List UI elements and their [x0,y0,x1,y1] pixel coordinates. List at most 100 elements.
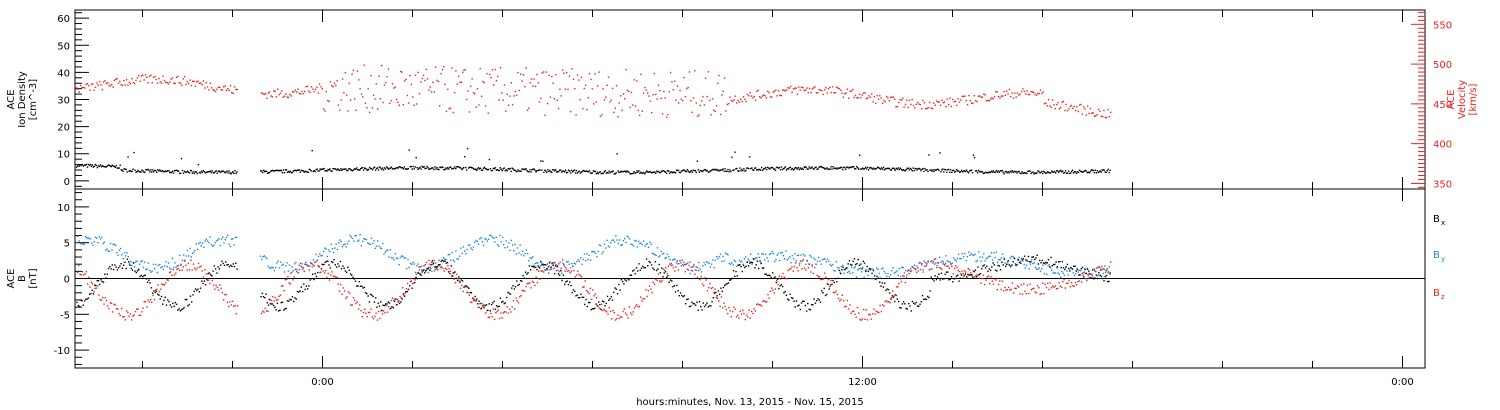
density-point [568,170,571,172]
density-point [554,170,556,172]
bz-point [1028,292,1030,295]
density-point [634,172,636,174]
bx-point [987,270,989,273]
velocity-point [582,107,584,110]
bx-point [1032,256,1035,258]
by-point [188,255,190,257]
velocity-point [734,95,737,97]
velocity-point [1018,94,1020,96]
density-point [188,172,191,174]
bx-point [783,292,785,294]
density-point [846,166,848,168]
density-point [399,166,401,168]
by-point [451,251,453,254]
bz-point [440,266,443,268]
bz-point [345,297,347,299]
bx-point [216,272,218,274]
density-point [1059,170,1061,172]
density-point [146,169,148,171]
density-point [808,166,810,168]
bx-point [184,298,187,301]
by-point [605,247,607,249]
density-point [606,171,608,174]
by-point [194,249,196,252]
bx-point [650,264,653,266]
velocity-point [641,110,643,112]
bx-point [192,294,194,296]
bz-point [767,293,769,296]
by-point [102,242,104,245]
bz-point [500,312,502,314]
bx-point [293,300,295,303]
bx-point [340,268,343,270]
bx-point [495,305,498,307]
bx-point [218,268,221,270]
density-point [406,168,408,170]
density-point [485,168,488,170]
bx-point [875,278,877,280]
by-point [858,267,860,270]
by-point [654,254,656,256]
bz-point [201,270,203,272]
bz-point [535,276,537,278]
velocity-point [601,114,603,116]
bz-point [691,270,694,272]
velocity-point [1074,109,1077,112]
density-point [665,172,668,175]
bx-point [121,267,124,269]
bz-point [328,279,331,281]
bz-point [550,266,552,268]
bz-point [346,296,348,298]
bx-point [697,309,699,311]
bz-point [742,309,744,312]
bx-point [445,262,447,264]
bz-point [590,298,593,300]
bx-point [262,296,265,298]
by-point [301,263,303,265]
bx-point [729,279,731,281]
by-point [476,240,478,243]
bx-point [1084,268,1086,271]
density-point [530,171,532,173]
bz-point [459,287,462,290]
density-point [419,166,421,169]
velocity-point [493,84,495,86]
bx-point [76,301,78,304]
velocity-point [609,101,611,103]
by-point [377,240,379,242]
density-point [197,163,200,166]
bz-point [94,287,96,290]
bx-point [986,265,988,267]
density-point [350,169,352,171]
by-point [954,259,956,261]
velocity-point [167,83,170,85]
bx-point [1070,267,1072,269]
bz-point [151,301,153,303]
bz-point [758,304,760,306]
density-point [582,169,585,172]
bx-point [490,303,493,306]
by-point [292,269,294,272]
velocity-point [1020,90,1023,93]
bx-point [285,307,287,310]
density-point [907,167,909,169]
bx-point [882,286,885,288]
by-point [645,243,647,246]
bx-point [123,264,125,266]
density-point [360,168,362,170]
by-point [273,270,276,272]
bx-point [952,281,954,283]
density-point [845,168,847,170]
bz-point [192,263,195,265]
velocity-point [544,114,546,117]
velocity-point [826,92,828,94]
bx-point [759,260,761,262]
velocity-point [374,98,376,100]
density-point [910,168,912,170]
bx-point [949,278,951,280]
density-point [889,169,892,171]
density-point [727,168,729,171]
bz-point [602,309,604,312]
velocity-point [371,107,373,109]
bx-point [1066,263,1069,266]
